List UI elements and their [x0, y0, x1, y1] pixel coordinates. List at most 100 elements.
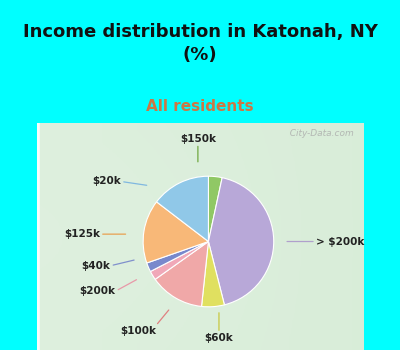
Bar [35, 120, 38, 350]
Bar [32, 120, 35, 350]
Bar [32, 120, 36, 350]
Bar [32, 120, 35, 350]
Wedge shape [156, 176, 208, 242]
Bar [32, 120, 36, 350]
Bar [33, 120, 36, 350]
Bar [34, 120, 37, 350]
Text: $40k: $40k [82, 261, 110, 271]
Bar [33, 120, 36, 350]
Bar [34, 120, 37, 350]
Bar [34, 120, 37, 350]
Bar [34, 120, 37, 350]
Bar [32, 120, 36, 350]
Bar [32, 120, 36, 350]
Bar [33, 120, 36, 350]
Bar [32, 120, 36, 350]
Bar [34, 120, 37, 350]
Bar [32, 120, 36, 350]
Bar [34, 120, 38, 350]
Bar [35, 120, 38, 350]
Wedge shape [202, 241, 224, 307]
Bar [34, 120, 38, 350]
Bar [33, 120, 36, 350]
Text: $60k: $60k [204, 333, 233, 343]
Bar [32, 120, 36, 350]
Bar [34, 120, 38, 350]
Bar [33, 120, 36, 350]
Bar [32, 120, 36, 350]
Text: $20k: $20k [92, 176, 121, 187]
Bar [35, 120, 38, 350]
Bar [35, 120, 38, 350]
Bar [34, 120, 38, 350]
Bar [32, 120, 36, 350]
Text: > $200k: > $200k [316, 237, 364, 246]
Text: All residents: All residents [146, 99, 254, 114]
Bar [33, 120, 36, 350]
Bar [33, 120, 37, 350]
Text: $150k: $150k [180, 134, 216, 143]
Bar [32, 120, 35, 350]
Bar [35, 120, 38, 350]
Bar [34, 120, 38, 350]
Bar [32, 120, 35, 350]
Text: $100k: $100k [120, 326, 156, 336]
Bar [34, 120, 38, 350]
Bar [33, 120, 37, 350]
Bar [34, 120, 38, 350]
Bar [33, 120, 36, 350]
Bar [34, 120, 37, 350]
Bar [34, 120, 38, 350]
Bar [33, 120, 36, 350]
Bar [34, 120, 37, 350]
Bar [32, 120, 35, 350]
Bar [32, 120, 36, 350]
Wedge shape [155, 241, 208, 307]
Text: $200k: $200k [80, 286, 116, 296]
Bar [33, 120, 36, 350]
Bar [33, 120, 36, 350]
Bar [34, 120, 37, 350]
Text: Income distribution in Katonah, NY
(%): Income distribution in Katonah, NY (%) [22, 23, 378, 63]
Text: $125k: $125k [64, 229, 100, 239]
Bar [32, 120, 36, 350]
Bar [32, 120, 35, 350]
Bar [33, 120, 37, 350]
Bar [32, 120, 36, 350]
Bar [32, 120, 35, 350]
Bar [34, 120, 38, 350]
Bar [32, 120, 35, 350]
Bar [32, 120, 35, 350]
Bar [32, 120, 36, 350]
Bar [32, 120, 35, 350]
Bar [33, 120, 36, 350]
Bar [35, 120, 38, 350]
Bar [32, 120, 35, 350]
Bar [34, 120, 38, 350]
Wedge shape [208, 178, 274, 305]
Bar [33, 120, 36, 350]
Bar [35, 120, 38, 350]
Bar [34, 120, 37, 350]
Bar [34, 120, 37, 350]
Bar [32, 120, 35, 350]
Bar [34, 120, 37, 350]
Bar [32, 120, 35, 350]
Bar [32, 120, 36, 350]
Bar [34, 120, 37, 350]
Bar [32, 120, 36, 350]
Bar [33, 120, 36, 350]
Bar [34, 120, 37, 350]
Bar [33, 120, 36, 350]
Wedge shape [208, 176, 222, 242]
Bar [34, 120, 37, 350]
Bar [35, 120, 38, 350]
Bar [33, 120, 36, 350]
Bar [34, 120, 38, 350]
Text: City-Data.com: City-Data.com [284, 130, 354, 138]
Bar [34, 120, 38, 350]
Bar [33, 120, 37, 350]
Bar [34, 120, 38, 350]
Bar [34, 120, 37, 350]
Bar [32, 120, 35, 350]
